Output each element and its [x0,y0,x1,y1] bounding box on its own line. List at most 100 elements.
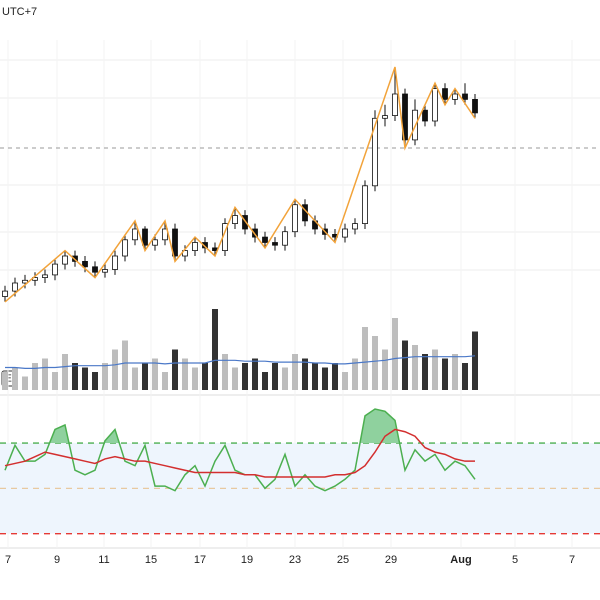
x-tick-label: 23 [289,554,301,566]
candle-body [362,185,368,225]
candle-body [432,88,438,122]
volume-bar [82,367,88,390]
candle-body [372,117,378,187]
volume-bar [442,358,448,390]
volume-bar [462,363,468,390]
candle-body [292,204,298,233]
candle-body [382,115,388,119]
x-tick-label: 19 [241,554,253,566]
volume-bar [172,349,178,390]
candle-body [342,228,348,238]
volume-bar [232,367,238,390]
candle-body [122,239,128,257]
candle-body [192,242,198,251]
volume-bar [252,358,258,390]
candle-body [452,93,458,100]
candle-body [402,93,408,141]
x-tick-label: 17 [194,554,206,566]
volume-bar [322,367,328,390]
candle-body [442,88,448,100]
volume-bar [392,318,398,390]
volume-bar [352,358,358,390]
candle-body [2,290,8,297]
x-tick-label: 15 [145,554,157,566]
volume-bar [372,336,378,390]
volume-bar [122,340,128,390]
candle-body [132,228,138,241]
grid [0,59,600,271]
candle-body [142,228,148,246]
volume-bar [452,354,458,390]
timezone: UTC+7 [2,6,37,18]
x-tick-label: 7 [569,554,575,566]
volume-bar [212,309,218,390]
volume-bar [202,363,208,390]
volume-bar [52,372,58,390]
volume-bar [192,367,198,390]
candle-body [462,93,468,100]
candle-body [162,228,168,241]
candle-body [102,269,108,273]
volume-bar [32,363,38,390]
volume-bar [92,372,98,390]
volume-ma [5,355,476,369]
volume-bar [162,372,168,390]
volume-bar [12,367,18,390]
volume-bar [282,367,288,390]
candle-body [52,263,58,276]
candle-body [272,242,278,246]
candle-body [82,260,88,268]
volume-bar [362,327,368,390]
candle-body [232,215,238,224]
volume-bar [42,358,48,390]
volume-bar [142,363,148,390]
volume-bar [302,358,308,390]
candle-body [22,279,28,284]
volume-bar [102,363,108,390]
candle-body [152,239,158,246]
volume-bar [422,354,428,390]
candle-body [282,231,288,246]
x-tick-label: 9 [54,554,60,566]
candle-body [62,255,68,265]
volume-bar [72,363,78,390]
x-tick-label: 5 [512,554,518,566]
x-tick-label: 11 [98,554,109,566]
volume-bar [62,354,68,390]
overbought-fill [49,409,400,444]
candle-body [252,228,258,238]
candle-body [422,109,428,122]
candle-body [352,223,358,230]
volume-bar [332,363,338,390]
candle-body [472,99,478,114]
x-tick-label: 25 [337,554,349,566]
zigzag-line [4,66,476,303]
volume-bar [472,331,478,390]
candle-body [92,266,98,273]
volume-bar [272,363,278,390]
candle-body [12,282,18,292]
x-tick-label: Aug [450,554,471,566]
volume-bar [2,372,8,390]
badge: E [5,374,12,385]
x-tick-label: 7 [5,554,11,566]
volume-bar [432,349,438,390]
volume-bar [182,358,188,390]
volume-bar [222,354,228,390]
volume-bar [382,349,388,390]
volume-bar [412,345,418,390]
volume-bar [132,367,138,390]
rsi-line [4,428,475,478]
volume-bar [22,376,28,390]
candle-body [242,215,248,230]
x-tick-label: 29 [385,554,397,566]
rsi-line [4,408,476,492]
candle-body [42,274,48,278]
volume-bar [402,340,408,390]
volume-bar [262,372,268,390]
volume-bar [342,372,348,390]
candle-body [262,236,268,243]
volume-bar [152,358,158,390]
volume-bar [292,354,298,390]
